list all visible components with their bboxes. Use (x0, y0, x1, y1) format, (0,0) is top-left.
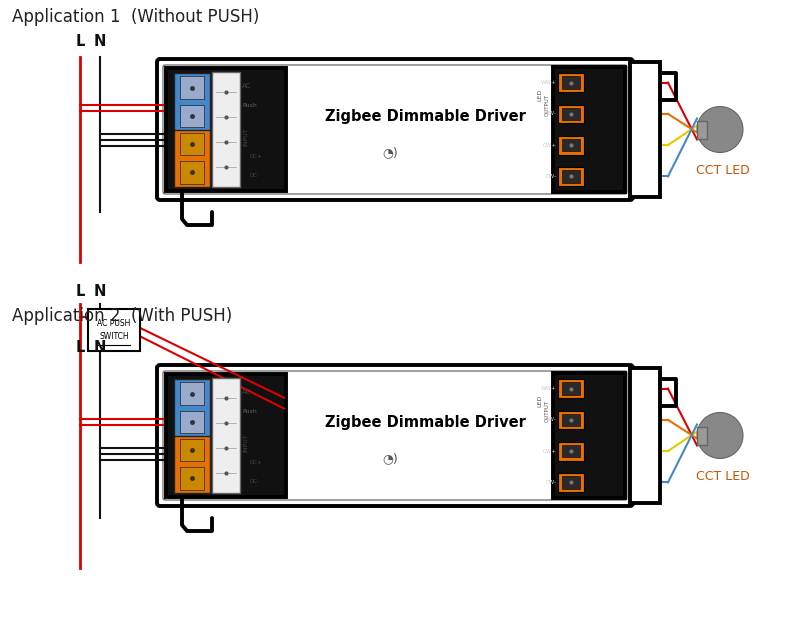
Bar (562, 413, 580, 426)
Bar (180, 467, 204, 490)
Text: CW-: CW- (546, 480, 557, 485)
Text: DC+: DC+ (250, 460, 262, 465)
Text: L: L (75, 34, 85, 49)
Bar (212, 378, 240, 493)
Bar (697, 426, 707, 444)
Bar (558, 442, 584, 460)
Bar (558, 473, 584, 492)
Bar (553, 373, 625, 498)
Text: Application 1  (Without PUSH): Application 1 (Without PUSH) (12, 8, 259, 26)
Bar (166, 374, 286, 497)
Text: DC+: DC+ (250, 154, 262, 159)
Text: DC-: DC- (250, 479, 260, 484)
Text: WW-: WW- (544, 417, 557, 423)
Bar (180, 439, 204, 462)
Bar (558, 379, 584, 398)
Bar (180, 77, 204, 99)
Text: DC-: DC- (250, 173, 260, 178)
Bar (562, 383, 580, 395)
Bar (174, 73, 210, 132)
Text: CCT LED: CCT LED (696, 164, 750, 176)
Circle shape (697, 413, 743, 458)
Bar (212, 72, 240, 187)
Text: L: L (75, 284, 85, 299)
Bar (88, 309, 140, 351)
Text: SWITCH: SWITCH (99, 332, 129, 341)
Bar (562, 445, 580, 457)
Bar (697, 120, 707, 138)
Bar (562, 476, 580, 489)
Circle shape (697, 107, 743, 152)
FancyBboxPatch shape (157, 365, 633, 506)
Circle shape (704, 420, 736, 452)
Circle shape (710, 120, 730, 139)
Bar (180, 105, 204, 127)
Bar (558, 167, 584, 186)
Bar (558, 136, 584, 154)
Bar (180, 133, 204, 155)
Bar (180, 411, 204, 433)
Bar (558, 104, 584, 123)
Bar (562, 107, 580, 120)
Text: OUTPUT: OUTPUT (545, 399, 550, 421)
Text: AC: AC (242, 83, 251, 89)
Text: LED: LED (537, 394, 542, 407)
Text: INPUT: INPUT (243, 127, 248, 146)
Bar (562, 139, 580, 151)
Text: Push: Push (242, 408, 257, 414)
Circle shape (710, 426, 730, 445)
Text: AC: AC (242, 389, 251, 395)
FancyBboxPatch shape (163, 371, 627, 500)
Bar (562, 170, 580, 183)
Text: WW+: WW+ (542, 386, 557, 391)
Bar (174, 436, 210, 493)
FancyBboxPatch shape (157, 59, 633, 200)
FancyBboxPatch shape (163, 65, 627, 194)
Bar (558, 410, 584, 429)
Text: Push: Push (242, 102, 257, 108)
Text: Zigbee Dimmable Driver: Zigbee Dimmable Driver (325, 109, 526, 123)
Text: OUTPUT: OUTPUT (545, 94, 550, 115)
Text: WW-: WW- (544, 112, 557, 117)
Text: WW+: WW+ (542, 80, 557, 85)
Text: CW-: CW- (546, 174, 557, 179)
Text: ◔): ◔) (382, 452, 398, 465)
Text: Zigbee Dimmable Driver: Zigbee Dimmable Driver (325, 415, 526, 429)
Bar (166, 68, 286, 191)
Text: INPUT: INPUT (243, 433, 248, 452)
Text: AC PUSH: AC PUSH (98, 319, 130, 328)
Text: CW+: CW+ (543, 449, 557, 453)
Bar (174, 379, 210, 438)
Text: LED: LED (537, 88, 542, 101)
Bar (562, 77, 580, 89)
Circle shape (704, 114, 736, 146)
Text: L: L (75, 340, 85, 355)
Text: ◔): ◔) (382, 146, 398, 159)
Text: N: N (94, 340, 106, 355)
Bar (553, 67, 625, 192)
Text: CCT LED: CCT LED (696, 470, 750, 482)
Text: N: N (94, 284, 106, 299)
Bar (558, 73, 584, 92)
Bar (180, 383, 204, 405)
Bar (180, 161, 204, 184)
Text: Application 2  (With PUSH): Application 2 (With PUSH) (12, 307, 232, 325)
Bar (630, 368, 660, 503)
Bar (630, 62, 660, 197)
Text: CW+: CW+ (543, 143, 557, 147)
Bar (174, 130, 210, 187)
Text: N: N (94, 34, 106, 49)
